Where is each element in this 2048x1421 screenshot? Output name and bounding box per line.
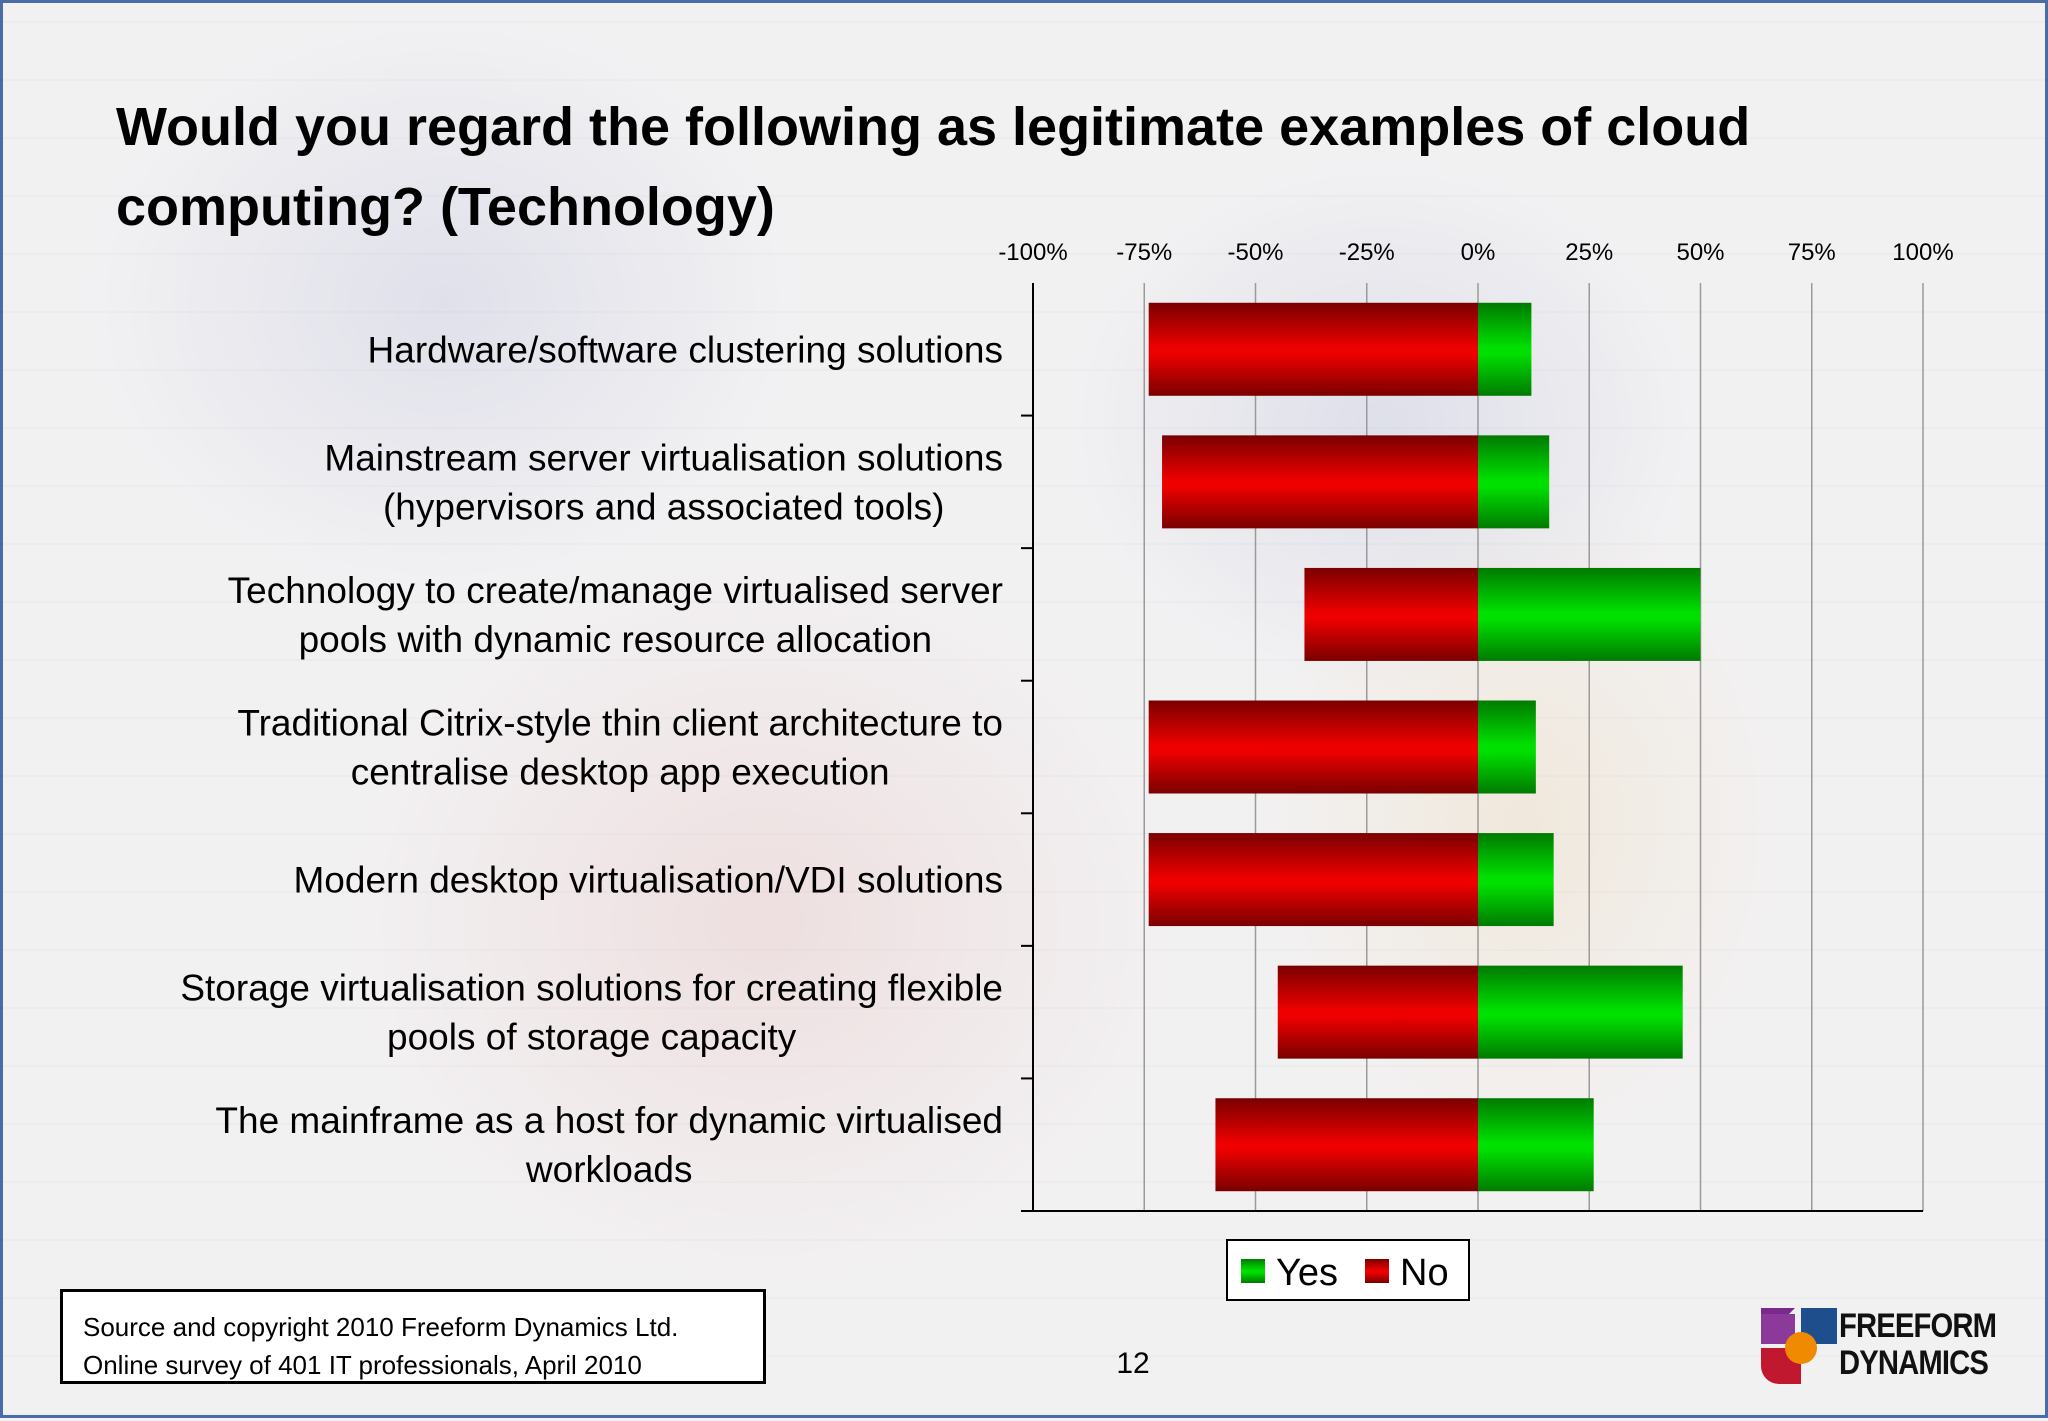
category-label: Hardware/software clustering solutions: [368, 329, 1003, 370]
category-label: Storage virtualisation solutions for cre…: [180, 968, 1003, 1009]
x-tick-label: -100%: [998, 239, 1067, 266]
page-number: 12: [1116, 1347, 1150, 1380]
category-label: pools of storage capacity: [387, 1017, 797, 1058]
category-label: pools with dynamic resource allocation: [299, 619, 932, 660]
logo-text: FREEFORM DYNAMICS: [1839, 1307, 1997, 1382]
x-tick-label: -50%: [1227, 239, 1283, 266]
bar-no: [1148, 833, 1478, 927]
bar-chart: -100% -75% -50% -25% 0% 25% 50% 75% 100% Hardware…: [180, 239, 1954, 1301]
source-line-1: Source and copyright 2010 Freeform Dynam…: [83, 1312, 679, 1342]
legend-label-yes: Yes: [1276, 1252, 1338, 1294]
category-label: (hypervisors and associated tools): [383, 486, 944, 527]
logo-line-1: FREEFORM: [1839, 1307, 1997, 1345]
slide-title: Would you regard the following as legiti…: [116, 97, 1751, 237]
legend-swatch-no: [1365, 1259, 1389, 1283]
logo-mark-icon: [1761, 1308, 1837, 1384]
x-tick-label: 75%: [1788, 239, 1836, 266]
legend-swatch-yes: [1241, 1259, 1265, 1283]
bar-no: [1148, 302, 1478, 396]
bar-no: [1304, 567, 1478, 661]
source-line-2: Online survey of 401 IT professionals, A…: [83, 1350, 642, 1380]
x-tick-label: 25%: [1565, 239, 1613, 266]
category-label: workloads: [525, 1149, 693, 1190]
bar-yes: [1478, 833, 1554, 927]
category-label: The mainframe as a host for dynamic virt…: [215, 1100, 1003, 1141]
category-label: Modern desktop virtualisation/VDI soluti…: [293, 860, 1003, 901]
freeform-dynamics-logo: FREEFORM DYNAMICS: [1761, 1308, 2007, 1384]
bar-no: [1162, 435, 1478, 529]
x-tick-label: 50%: [1676, 239, 1724, 266]
legend-label-no: No: [1400, 1252, 1449, 1294]
logo-line-2: DYNAMICS: [1839, 1344, 1989, 1382]
category-label: Technology to create/manage virtualised …: [228, 570, 1003, 611]
bar-yes: [1478, 1098, 1594, 1192]
bar-yes: [1478, 435, 1550, 529]
category-label: centralise desktop app execution: [351, 752, 890, 793]
bar-yes: [1478, 965, 1683, 1059]
legend: Yes No: [1226, 1239, 1470, 1301]
bar-yes: [1478, 700, 1536, 794]
legend-box: [1226, 1239, 1470, 1301]
bar-no: [1215, 1098, 1478, 1192]
bar-yes: [1478, 567, 1701, 661]
x-tick-label: 0%: [1461, 239, 1496, 266]
x-tick-label: -25%: [1339, 239, 1395, 266]
bar-no: [1277, 965, 1478, 1059]
bar-yes: [1478, 302, 1532, 396]
bar-no: [1148, 700, 1478, 794]
source-note: Source and copyright 2010 Freeform Dynam…: [60, 1289, 766, 1384]
category-label: Mainstream server virtualisation solutio…: [324, 437, 1003, 478]
x-tick-label: 100%: [1892, 239, 1953, 266]
category-label: Traditional Citrix-style thin client arc…: [237, 703, 1003, 744]
x-tick-label: -75%: [1116, 239, 1172, 266]
